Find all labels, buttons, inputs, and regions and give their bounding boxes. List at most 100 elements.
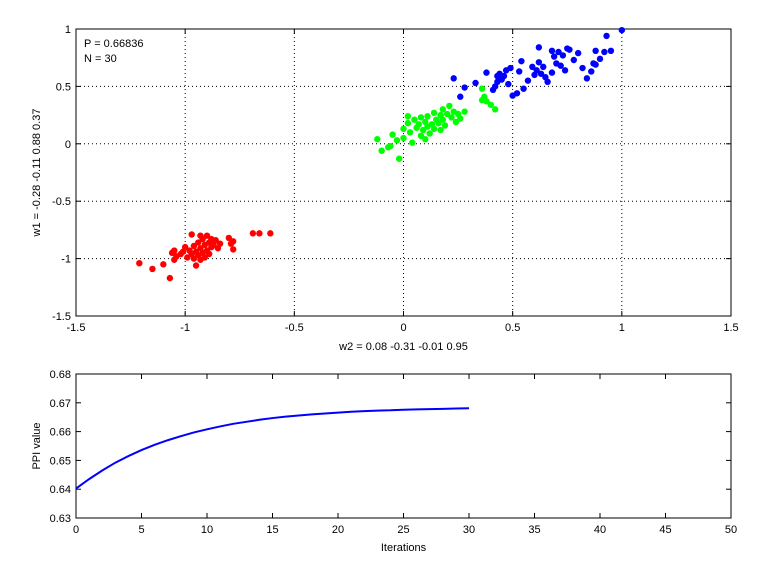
scatter-point: [188, 231, 195, 238]
scatter-point: [374, 136, 381, 143]
y-tick-label: 0: [65, 139, 71, 151]
y-tick-label: 1: [65, 24, 71, 36]
scatter-point: [533, 67, 540, 74]
x-tick-label: -1: [180, 322, 190, 334]
scatter-point: [557, 62, 564, 69]
scatter-point: [518, 57, 525, 65]
x-tick-label: 30: [463, 524, 475, 536]
scatter-point: [256, 230, 263, 237]
line-y-axis-label: PPI value: [31, 422, 43, 469]
scatter-point: [520, 85, 527, 92]
y-tick-label: 0.67: [50, 398, 71, 410]
scatter-plot: -1.5 -1 -0.5 0 0.5 1 1.5 -1.5 -1 -0.5 0 0.5 1 P = 0.…: [31, 24, 739, 353]
scatter-point: [387, 142, 394, 150]
y-tick-label: 0.65: [50, 455, 71, 467]
scatter-point: [544, 78, 551, 86]
scatter-point: [603, 32, 610, 40]
scatter-point: [492, 106, 499, 113]
y-tick-label: 0.64: [50, 484, 71, 496]
scatter-y-axis-label: w1 = -0.28 -0.11 0.88 0.37: [31, 109, 43, 238]
scatter-point: [550, 53, 558, 60]
scatter-point: [430, 109, 438, 117]
scatter-point: [588, 68, 595, 75]
scatter-point: [579, 64, 586, 72]
scatter-point: [230, 238, 237, 245]
scatter-point: [404, 113, 412, 120]
scatter-point: [548, 69, 556, 76]
scatter-point: [419, 126, 427, 134]
scatter-point: [601, 48, 608, 56]
scatter-point: [487, 101, 495, 108]
scatter-point: [212, 237, 219, 244]
scatter-point: [559, 52, 567, 59]
scatter-point: [461, 108, 468, 115]
x-tick-label: 40: [594, 524, 606, 536]
scatter-point: [448, 114, 455, 121]
scatter-x-axis-label: w2 = 0.08 -0.31 -0.01 0.95: [338, 341, 468, 353]
scatter-point: [195, 239, 202, 246]
x-tick-label: 20: [332, 524, 344, 536]
scatter-point: [437, 126, 444, 134]
scatter-point: [592, 47, 599, 55]
scatter-point: [535, 44, 543, 51]
scatter-point: [570, 56, 577, 64]
scatter-point: [540, 63, 547, 71]
scatter-point: [574, 49, 582, 57]
scatter-point: [424, 113, 431, 120]
line-axes-box: [75, 373, 732, 519]
scatter-point: [205, 250, 213, 258]
scatter-point: [435, 119, 442, 127]
x-tick-label: 50: [725, 524, 737, 536]
y-tick-label: 0.63: [50, 513, 71, 525]
annotation-n-value: N = 30: [84, 53, 117, 65]
x-tick-label: 10: [201, 524, 213, 536]
scatter-point: [439, 116, 446, 123]
scatter-point: [507, 64, 514, 72]
y-tick-label: 0.5: [56, 81, 71, 93]
line-x-axis-label: Iterations: [381, 542, 427, 554]
scatter-point: [483, 69, 490, 76]
scatter-point: [417, 114, 425, 121]
scatter-point: [441, 122, 449, 129]
scatter-point: [583, 75, 591, 82]
x-tick-label: 0: [400, 322, 406, 334]
scatter-point: [160, 261, 167, 268]
scatter-point: [249, 230, 257, 237]
y-tick-label: -1.5: [52, 311, 71, 323]
scatter-point: [607, 47, 615, 55]
x-tick-label: 15: [266, 524, 278, 536]
scatter-point: [230, 246, 237, 253]
scatter-point: [393, 137, 401, 144]
scatter-point: [409, 139, 416, 146]
scatter-point: [443, 110, 451, 118]
scatter-point: [478, 96, 486, 104]
scatter-point: [457, 115, 464, 122]
scatter-point: [225, 234, 233, 242]
scatter-points: [136, 26, 626, 282]
scatter-point: [415, 121, 422, 128]
scatter-point: [216, 240, 224, 247]
scatter-point: [184, 254, 191, 261]
scatter-point: [430, 125, 438, 133]
scatter-point: [411, 116, 418, 123]
scatter-point: [461, 84, 468, 91]
x-tick-label: 0: [73, 524, 79, 536]
scatter-point: [500, 72, 508, 80]
scatter-point: [417, 132, 425, 139]
scatter-point: [197, 232, 204, 239]
scatter-point: [561, 67, 569, 74]
scatter-point: [389, 131, 396, 138]
scatter-point: [136, 259, 143, 267]
scatter-point: [190, 255, 198, 262]
x-tick-label: -1.5: [67, 322, 86, 334]
scatter-point: [555, 48, 562, 56]
scatter-point: [494, 72, 501, 80]
x-tick-label: -0.5: [285, 322, 304, 334]
scatter-point: [524, 77, 532, 84]
scatter-point: [422, 136, 429, 143]
scatter-point: [400, 134, 407, 142]
scatter-point: [596, 55, 604, 63]
scatter-point: [404, 119, 412, 127]
scatter-point: [426, 130, 433, 137]
